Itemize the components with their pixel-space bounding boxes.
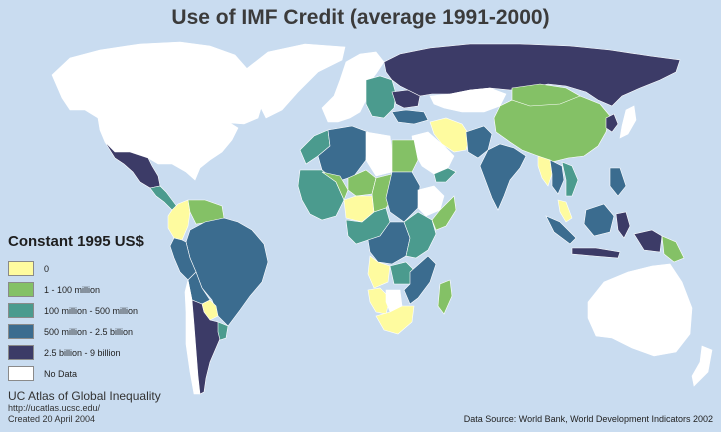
region-mali (321, 171, 349, 201)
legend-swatch (8, 366, 34, 381)
credits-url[interactable]: http://ucatlas.ucsc.edu/ (8, 403, 101, 413)
region-sudan (385, 171, 421, 223)
region-mongolia (511, 83, 581, 107)
region-russia (383, 43, 681, 107)
region-korea (605, 113, 619, 133)
region-thailand (549, 159, 565, 195)
map-title: Use of IMF Credit (average 1991-2000) (171, 6, 550, 29)
region-java (571, 247, 621, 259)
region-east-africa (403, 211, 437, 259)
legend-swatch (8, 282, 34, 297)
region-vietnam (561, 161, 579, 197)
region-madagascar (437, 279, 453, 315)
region-australia (587, 263, 693, 357)
credits-date: Created 20 April 2004 (8, 414, 96, 424)
legend-label: No Data (44, 368, 78, 379)
legend-label: 100 million - 500 million (44, 305, 139, 316)
legend-swatch (8, 261, 34, 276)
legend-item: 0 (8, 258, 144, 279)
region-iceland (291, 57, 313, 69)
legend-item: 2.5 billion - 9 billion (8, 342, 144, 363)
region-algeria (317, 125, 369, 183)
region-malaysia (557, 199, 573, 223)
region-borneo (583, 203, 615, 237)
legend-title: Constant 1995 US$ (8, 233, 144, 250)
region-papua-new-guinea (661, 235, 685, 263)
region-eastern-europe (365, 75, 397, 119)
region-philippines (609, 167, 627, 197)
region-mozambique (403, 255, 437, 305)
data-source: Data Source: World Bank, World Developme… (463, 414, 713, 424)
region-sulawesi (615, 211, 631, 239)
region-new-guinea (633, 229, 663, 253)
legend-item: No Data (8, 363, 144, 384)
region-new-zealand (691, 345, 713, 387)
region-iran (429, 117, 471, 153)
region-japan (619, 105, 637, 139)
legend-label: 500 million - 2.5 billion (44, 326, 134, 337)
region-sumatra (545, 215, 577, 245)
region-angola (367, 255, 391, 289)
region-turkey (391, 109, 429, 125)
legend-label: 0 (44, 263, 50, 274)
region-western-europe (321, 51, 385, 123)
legend-item: 500 million - 2.5 billion (8, 321, 144, 342)
region-uruguay (217, 321, 229, 341)
region-canada (51, 41, 263, 131)
legend-item: 100 million - 500 million (8, 300, 144, 321)
legend-swatch (8, 303, 34, 318)
legend-label: 1 - 100 million (44, 284, 101, 295)
legend-label: 2.5 billion - 9 billion (44, 347, 121, 358)
legend-swatch (8, 345, 34, 360)
region-yemen (433, 167, 457, 183)
legend-swatch (8, 324, 34, 339)
legend: Constant 1995 US$ 0 1 - 100 million 100 … (8, 233, 144, 384)
legend-item: 1 - 100 million (8, 279, 144, 300)
credits: UC Atlas of Global Inequality http://uca… (8, 389, 161, 425)
region-colombia (167, 199, 191, 241)
region-argentina (191, 299, 223, 395)
credits-org: UC Atlas of Global Inequality (8, 389, 161, 403)
region-egypt (391, 139, 419, 173)
region-india (479, 143, 527, 211)
region-south-africa (375, 305, 415, 335)
